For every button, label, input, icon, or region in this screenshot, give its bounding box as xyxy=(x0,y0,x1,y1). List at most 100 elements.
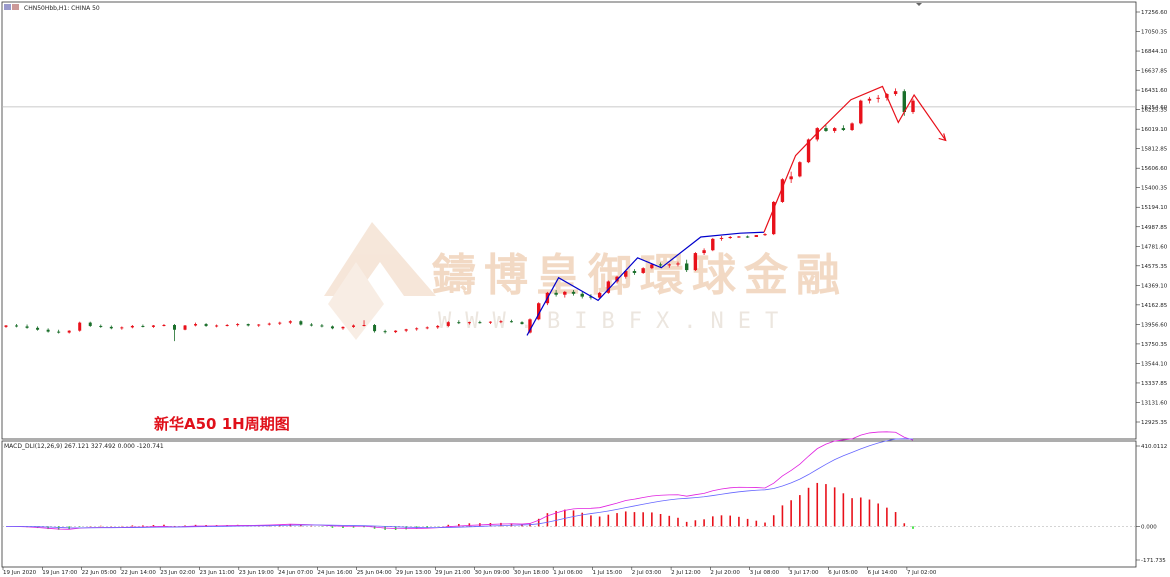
candle-body xyxy=(67,330,71,333)
price-tick-label: 15194.10 xyxy=(1141,205,1168,211)
blue-zigzag-line xyxy=(526,231,765,336)
macd-panel xyxy=(1,440,1137,568)
candle-body xyxy=(780,179,785,202)
candle-body xyxy=(162,325,166,327)
candle-body xyxy=(563,291,567,295)
time-tick-label: 23 Jun 11:00 xyxy=(200,570,235,576)
price-tick-label: 15400.35 xyxy=(1141,186,1168,192)
price-tick-label: 16431.60 xyxy=(1141,88,1168,94)
candle-body xyxy=(394,330,398,333)
price-tick-label: 13956.60 xyxy=(1141,322,1168,328)
price-tick-label: 16225.35 xyxy=(1141,108,1168,114)
candle-body xyxy=(120,327,124,329)
price-tick-label: 16019.10 xyxy=(1141,127,1168,133)
time-tick-label: 2 Jul 03:00 xyxy=(632,570,662,576)
candle-body xyxy=(711,238,715,251)
candle-body xyxy=(415,328,419,330)
candle-body xyxy=(194,324,198,326)
candle-body xyxy=(520,322,524,325)
candle-body xyxy=(246,324,250,326)
price-tick-label: 13131.60 xyxy=(1141,400,1168,406)
macd-tick-label: -171.735 xyxy=(1141,558,1166,564)
candle-body xyxy=(109,326,113,329)
candle-body xyxy=(151,325,155,327)
candle-body xyxy=(650,264,654,269)
candle-body xyxy=(488,321,492,323)
candle-body xyxy=(754,235,759,237)
time-tick-label: 23 Jun 19:00 xyxy=(239,570,274,576)
candle-body xyxy=(99,325,103,327)
candle-layer xyxy=(4,88,915,342)
time-tick-label: 1 Jul 15:00 xyxy=(593,570,623,576)
candle-body xyxy=(841,128,846,131)
candle-body xyxy=(204,324,208,326)
price-tick-label: 14369.10 xyxy=(1141,283,1168,289)
zigzag-layer xyxy=(526,85,947,336)
price-tick-label: 12925.35 xyxy=(1141,420,1168,426)
candle-body xyxy=(257,324,261,326)
candle-body xyxy=(876,97,880,99)
time-tick-label: 7 Jul 02:00 xyxy=(907,570,937,576)
time-tick-label: 29 Jun 21:00 xyxy=(435,570,470,576)
candle-body xyxy=(624,271,628,277)
price-tick-label: 13544.10 xyxy=(1141,361,1168,367)
candle-body xyxy=(320,325,324,327)
candle-body xyxy=(798,162,802,177)
candle-body xyxy=(684,263,689,271)
candle-body xyxy=(772,201,776,235)
time-tick-label: 30 Jun 18:00 xyxy=(514,570,549,576)
candle-body xyxy=(36,327,40,330)
candle-body xyxy=(902,91,906,113)
time-tick-label: 2 Jul 20:00 xyxy=(710,570,740,576)
time-axis: 19 Jun 2020 19 Jun 17:00 22 Jun 05:00 22 Ju… xyxy=(2,567,937,576)
candle-body xyxy=(467,322,471,324)
candle-body xyxy=(288,321,292,323)
candle-body xyxy=(509,321,513,323)
candle-body xyxy=(57,331,61,333)
price-tick-label: 14987.85 xyxy=(1141,225,1168,231)
candle-body xyxy=(4,325,8,327)
candle-body xyxy=(537,303,541,320)
price-tick-label: 16637.85 xyxy=(1141,69,1168,75)
price-tick-label: 14781.60 xyxy=(1141,244,1168,250)
candle-body xyxy=(373,325,377,332)
candle-body xyxy=(499,321,503,323)
current-price-label: 16254.60 xyxy=(1141,105,1168,111)
candle-body xyxy=(676,263,680,265)
candle-body xyxy=(806,139,811,163)
shift-marker-icon[interactable] xyxy=(916,3,922,6)
candle-body xyxy=(404,329,408,331)
candle-body xyxy=(330,326,334,329)
candle-body xyxy=(737,236,741,238)
candle-body xyxy=(850,123,854,131)
price-tick-label: 13337.85 xyxy=(1141,381,1168,387)
symbol-icon[interactable] xyxy=(4,4,19,10)
macd-title: MACD_DLI(12,26,9) 267.121 327.492 0.000 … xyxy=(4,443,164,450)
time-tick-label: 6 Jul 14:00 xyxy=(868,570,898,576)
candle-body xyxy=(215,325,219,327)
candle-body xyxy=(632,271,637,273)
macd-layer: 410.0112 0.000 -171.735 xyxy=(2,431,1167,564)
candle-body xyxy=(528,319,532,333)
candle-body xyxy=(719,237,724,239)
candle-body xyxy=(46,329,50,332)
candle-body xyxy=(309,324,313,326)
time-tick-label: 29 Jun 13:00 xyxy=(396,570,431,576)
candle-body xyxy=(141,325,145,327)
price-tick-label: 15606.60 xyxy=(1141,166,1168,172)
price-axis: 17256.60 17050.35 16844.10 16637.85 16431.60… xyxy=(1136,10,1168,426)
candle-body xyxy=(658,264,663,266)
candle-body xyxy=(457,322,461,324)
price-tick-label: 13750.35 xyxy=(1141,342,1168,348)
time-tick-label: 3 Jul 08:00 xyxy=(750,570,780,576)
candle-body xyxy=(236,324,240,326)
time-tick-label: 19 Jun 17:00 xyxy=(42,570,77,576)
candle-body xyxy=(425,327,429,329)
time-tick-label: 23 Jun 02:00 xyxy=(160,570,195,576)
time-tick-label: 22 Jun 14:00 xyxy=(121,570,156,576)
price-tick-label: 17256.60 xyxy=(1141,10,1168,16)
candle-body xyxy=(172,325,176,330)
macd-tick-label: 410.0112 xyxy=(1141,444,1167,450)
candle-body xyxy=(225,325,229,327)
